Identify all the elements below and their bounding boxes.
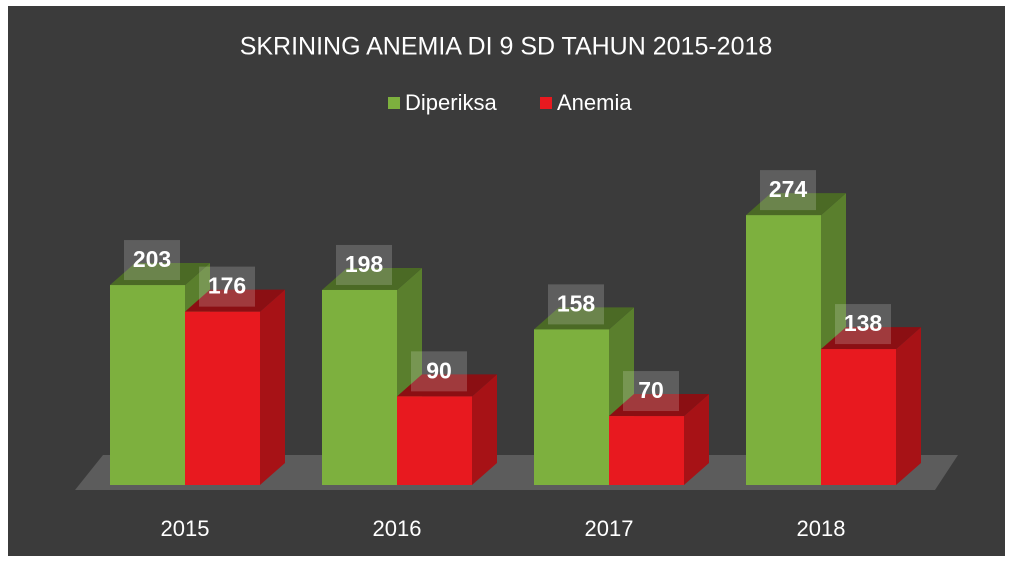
value-label: 198 [345,251,384,277]
value-label-box [835,304,891,345]
bar [821,349,896,485]
bar-top [534,307,634,330]
legend-label: Diperiksa [405,90,497,115]
bar-side [896,327,921,485]
value-label: 203 [133,246,171,272]
floor [75,455,958,490]
value-label-box [760,170,816,211]
legend-swatch [540,97,552,109]
bar-side [260,289,285,485]
value-label: 158 [557,290,596,316]
bar-top [322,267,422,290]
bar-top [185,289,285,312]
value-label-box [124,240,180,281]
chart-title: SKRINING ANEMIA DI 9 SD TAHUN 2015-2018 [240,33,773,61]
bar [397,396,472,485]
x-tick-label: 2017 [585,516,634,541]
legend-label: Anemia [557,90,632,115]
bar [746,215,821,486]
x-tick-label: 2016 [373,516,422,541]
value-label: 90 [426,357,452,383]
bar [609,416,684,485]
value-label-box [336,244,392,285]
bar-side [684,394,709,485]
value-label-box [411,351,467,392]
value-label-box [623,371,679,412]
value-label: 176 [208,273,246,299]
value-label: 138 [844,310,883,336]
value-label-box [548,284,604,325]
x-tick-label: 2015 [161,516,210,541]
value-label-box [199,266,255,307]
bar-top [746,193,846,216]
bar [534,329,609,485]
x-tick-label: 2018 [797,516,846,541]
bar-top [821,327,921,350]
bar [185,311,260,485]
value-label: 70 [638,377,664,403]
value-label: 274 [769,176,808,202]
bar-top [397,374,497,397]
bar-top [609,394,709,417]
legend-swatch [388,97,400,109]
bar [110,285,185,485]
bar-side [472,374,497,485]
bar [322,289,397,485]
bar-top [110,263,210,286]
